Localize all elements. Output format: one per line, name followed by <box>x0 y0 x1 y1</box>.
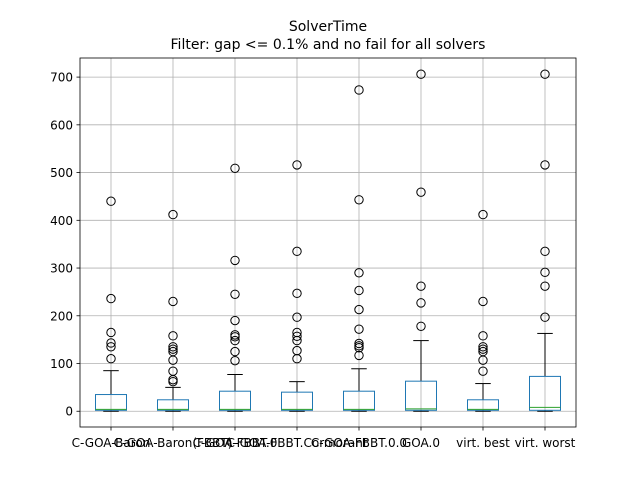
outlier-point <box>540 267 550 278</box>
outlier-point <box>540 281 550 291</box>
outlier-point <box>540 69 550 79</box>
outlier-point <box>292 327 302 338</box>
outlier-point <box>168 344 178 354</box>
outlier-point <box>354 195 364 205</box>
box-group-2 <box>157 209 189 412</box>
x-tick-label: C-GOA-Baron <box>72 436 151 450</box>
outlier-point <box>478 209 488 220</box>
box-group-7 <box>467 209 499 412</box>
box-iqr <box>343 390 375 411</box>
outlier-point <box>354 338 364 349</box>
outlier-point <box>354 324 364 334</box>
y-tick-label: 600 <box>50 118 73 132</box>
x-tick-label: C-GOA-FBBT.0 <box>193 436 278 450</box>
outlier-point <box>106 354 116 364</box>
x-tick-label: GOA.0 <box>402 436 440 450</box>
box-iqr <box>157 399 189 411</box>
outlier-point <box>168 346 178 357</box>
y-tick-label: 0 <box>65 405 73 419</box>
axes-frame <box>79 57 577 428</box>
outlier-point <box>478 342 488 352</box>
outlier-point <box>230 330 240 340</box>
box-group-4 <box>281 160 313 412</box>
x-tick-label: virt. best <box>456 436 510 450</box>
outlier-point <box>478 344 488 354</box>
y-tick-label: 200 <box>50 309 73 323</box>
outlier-point <box>230 163 240 173</box>
x-tick-label: C-GOA-FBBT.Cormorant <box>226 436 367 450</box>
y-tick-label: 100 <box>50 357 73 371</box>
x-tick-label: C-GOA-FBBT.0.0 <box>311 436 407 450</box>
outlier-point <box>416 187 426 197</box>
outlier-point <box>106 196 116 206</box>
outlier-point <box>354 268 364 278</box>
box-iqr <box>219 390 251 411</box>
outlier-point <box>354 304 364 315</box>
outlier-point <box>354 85 364 95</box>
outlier-point <box>416 298 426 308</box>
outlier-point <box>478 331 488 341</box>
outlier-point <box>416 321 426 331</box>
outlier-point <box>168 331 178 341</box>
box-group-1 <box>95 196 127 412</box>
box-iqr <box>529 375 561 411</box>
outlier-point <box>106 342 116 352</box>
box-iqr <box>281 391 313 411</box>
outlier-point <box>292 312 302 322</box>
outlier-point <box>106 293 116 304</box>
outlier-point <box>106 338 116 348</box>
box-group-8 <box>529 69 561 412</box>
outlier-point <box>540 312 550 322</box>
outlier-point <box>540 246 550 257</box>
box-group-5 <box>343 85 375 412</box>
outlier-point <box>168 366 178 376</box>
x-tick-label: C-GOA-Baron(FBBT) <box>114 436 233 450</box>
outlier-point <box>354 350 364 361</box>
outlier-point <box>354 285 364 296</box>
y-tick-label: 700 <box>50 71 73 85</box>
outlier-point <box>292 345 302 356</box>
y-tick-label: 500 <box>50 166 73 180</box>
box-iqr <box>95 394 127 411</box>
box-iqr <box>467 399 499 411</box>
outlier-point <box>292 331 302 342</box>
outlier-point <box>292 160 302 170</box>
outlier-point <box>416 69 426 79</box>
outlier-point <box>478 346 488 357</box>
outlier-point <box>230 335 240 346</box>
chart-title: SolverTime <box>289 19 367 35</box>
outlier-point <box>416 281 426 291</box>
outlier-point <box>292 288 302 299</box>
outlier-point <box>230 289 240 299</box>
box-iqr <box>405 380 437 411</box>
outlier-point <box>230 255 240 266</box>
outlier-point <box>540 160 550 170</box>
chart-subtitle: Filter: gap <= 0.1% and no fail for all … <box>171 37 486 53</box>
x-tick-label: virt. worst <box>515 436 576 450</box>
outlier-point <box>478 296 488 307</box>
box-group-3 <box>219 163 251 412</box>
outlier-point <box>168 342 178 352</box>
outlier-point <box>292 246 302 257</box>
outlier-point <box>106 327 116 338</box>
outlier-point <box>168 296 178 307</box>
outlier-point <box>478 366 488 376</box>
box-group-6 <box>405 69 437 412</box>
y-tick-label: 300 <box>50 262 73 276</box>
outlier-point <box>168 209 178 220</box>
y-tick-label: 400 <box>50 214 73 228</box>
plot-area: 0 100 200 300 400 500 600 700 C-GOA-BaronC-GOA-B… <box>50 57 577 450</box>
outlier-point <box>230 315 240 326</box>
outlier-point <box>354 341 364 351</box>
outlier-point <box>230 346 240 357</box>
outlier-point <box>230 355 240 366</box>
